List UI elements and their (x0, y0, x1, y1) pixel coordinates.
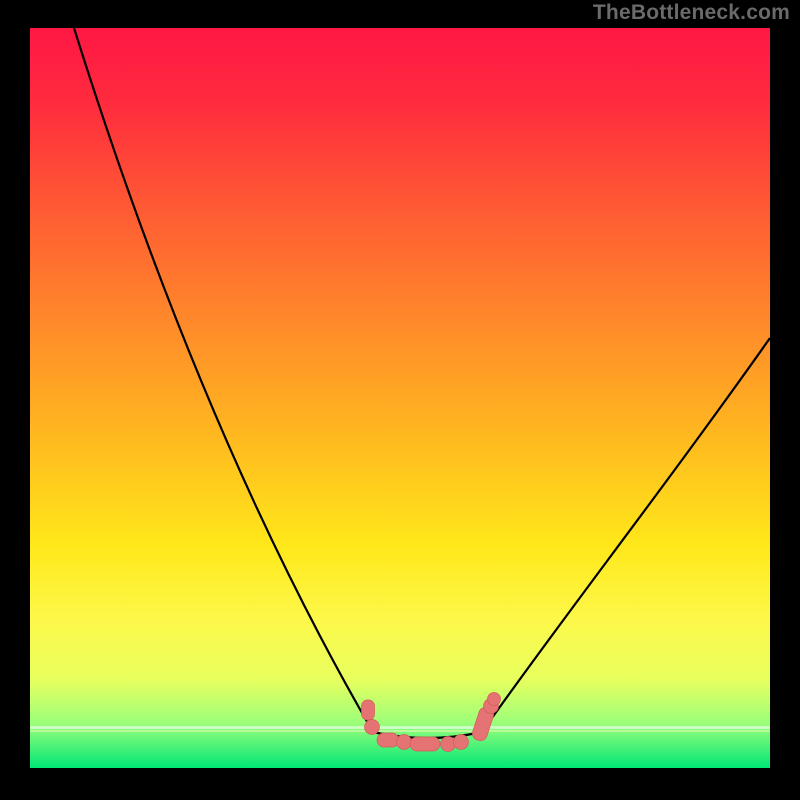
watermark-text: TheBottleneck.com (593, 1, 790, 25)
accent-bands (30, 726, 770, 732)
marker-point (410, 737, 440, 751)
plot-background (30, 28, 770, 768)
marker-point (488, 693, 501, 706)
marker-point (397, 735, 412, 750)
marker-point (365, 720, 380, 735)
marker-point (441, 737, 456, 752)
bottleneck-chart (0, 0, 800, 800)
marker-point (362, 700, 375, 720)
marker-point (454, 735, 469, 750)
marker-point (377, 733, 399, 747)
